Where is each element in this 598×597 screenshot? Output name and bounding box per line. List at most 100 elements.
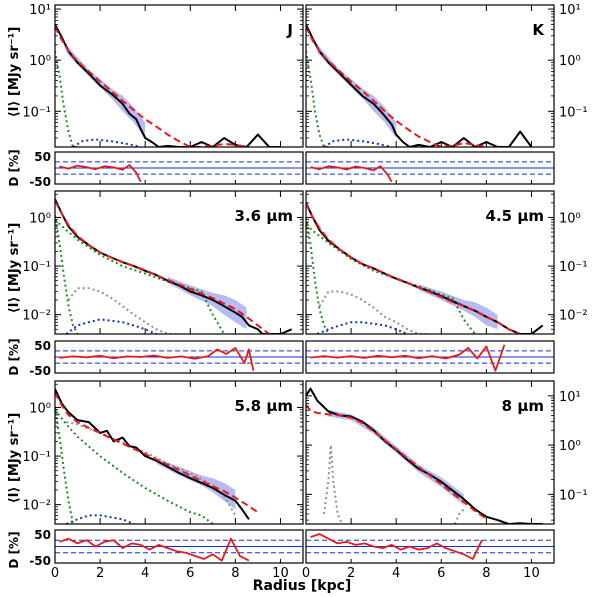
uncertainty-band <box>328 409 464 506</box>
panel-grid: 10⁻¹ 10⁰ 10¹ J 50 -50 10⁻¹ 10⁰ 10¹ K 10⁻² 10⁻¹ 10⁰ 3.… <box>22 3 587 581</box>
y-tick-label: 10⁰ <box>29 211 51 226</box>
residual-frame <box>305 151 555 185</box>
panel-5.8um: 10⁻² 10⁻¹ 10⁰ 5.8 μm 50 -500 2 4 6 8 10 <box>22 380 304 581</box>
panel-4.5um: 10⁻² 10⁻¹ 10⁰ 4.5 μm <box>305 190 588 374</box>
residual-frame <box>54 340 304 374</box>
residual-area <box>55 537 303 562</box>
y-tick-label: 10⁰ <box>559 211 581 226</box>
x-tick-label: 10 <box>272 566 289 581</box>
series-line-disk-inner <box>72 138 141 147</box>
panel-8um: 10⁻¹ 10⁰ 10¹ 8 μm 0 2 4 6 8 10 <box>302 380 588 581</box>
series-line-model-total <box>306 404 487 520</box>
series-line-extra <box>66 421 237 516</box>
y-tick-label: 10⁻¹ <box>22 450 51 465</box>
series-line-model-total <box>306 26 487 147</box>
panel-frame <box>305 190 555 335</box>
panel-3.6um: 10⁻² 10⁻¹ 10⁰ 3.6 μm 50 -50 <box>22 190 304 378</box>
series-line-extra <box>67 287 179 334</box>
series-line-bulge <box>55 51 78 147</box>
y-tick-label: 10⁰ <box>29 54 51 69</box>
x-tick-label: 4 <box>392 566 400 581</box>
residual-tick-label: 50 <box>34 339 51 353</box>
x-tick-label: 10 <box>523 566 540 581</box>
series-line-observed <box>55 23 281 147</box>
panel-K: 10⁻¹ 10⁰ 10¹ K <box>305 3 588 185</box>
x-tick-label: 0 <box>51 566 59 581</box>
residual-label-row-1: D [%] <box>7 149 21 186</box>
series-line-bulge <box>306 51 329 147</box>
y-tick-label: 10⁻¹ <box>22 260 51 275</box>
residual-label-row-3: D [%] <box>7 531 21 568</box>
plot-area <box>55 198 293 334</box>
plot-area <box>55 388 259 524</box>
series-line-observed <box>306 23 533 147</box>
x-tick-label: 8 <box>482 566 490 581</box>
y-axis-label-row-3: ⟨I⟩ [MJy sr⁻¹] <box>7 413 22 504</box>
y-tick-label: 10⁻² <box>559 309 588 324</box>
y-axis-label-row-1: ⟨I⟩ [MJy sr⁻¹] <box>7 27 22 118</box>
residual-line <box>59 346 255 371</box>
y-tick-label: 10¹ <box>29 3 51 18</box>
residual-tick-label: 50 <box>34 150 51 164</box>
residual-area <box>306 533 554 560</box>
series-line-extra <box>323 444 344 524</box>
y-axis-label-row-2: ⟨I⟩ [MJy sr⁻¹] <box>7 223 22 314</box>
x-tick-label: 2 <box>347 566 355 581</box>
plot-area <box>306 387 543 524</box>
residual-tick-label: -50 <box>29 175 51 189</box>
y-tick-label: 10⁰ <box>559 439 581 454</box>
residual-line <box>59 164 142 183</box>
series-line-bulge <box>55 215 79 334</box>
series-line-model-total <box>55 200 270 334</box>
y-tick-label: 10⁻¹ <box>559 105 588 120</box>
series-line-model-total <box>55 26 247 147</box>
residual-frame <box>305 529 555 564</box>
series-line-model-total <box>306 203 521 334</box>
series-line-model-total-disk <box>55 409 214 524</box>
x-tick-label: 2 <box>96 566 104 581</box>
y-tick-label: 10⁰ <box>559 54 581 69</box>
x-tick-label: 8 <box>231 566 239 581</box>
residual-area <box>55 161 303 183</box>
series-line-disk-inner <box>323 138 392 147</box>
residual-tick-label: -50 <box>29 554 51 568</box>
y-tick-label: 10⁻¹ <box>22 105 51 120</box>
y-tick-label: 10⁻² <box>22 499 51 514</box>
residual-line <box>59 537 250 562</box>
band-label: J <box>286 21 293 39</box>
residual-tick-label: 50 <box>34 528 51 542</box>
x-tick-label: 6 <box>437 566 445 581</box>
series-line-disk-inner <box>316 321 408 334</box>
plot-area <box>306 23 533 147</box>
residual-frame <box>305 340 555 374</box>
x-tick-label: 4 <box>141 566 149 581</box>
residual-area <box>55 346 303 371</box>
series-line-model-total-disk <box>55 218 225 334</box>
residual-area <box>306 161 554 183</box>
y-tick-label: 10⁰ <box>29 401 51 416</box>
y-tick-label: 10⁻¹ <box>559 260 588 275</box>
band-label: K <box>532 21 545 39</box>
residual-tick-label: -50 <box>29 364 51 378</box>
plot-area <box>306 202 544 334</box>
residual-frame <box>54 151 304 185</box>
series-line-disk-inner <box>65 514 135 524</box>
panel-frame <box>54 190 304 335</box>
y-tick-label: 10¹ <box>559 390 581 405</box>
panel-frame <box>54 380 304 525</box>
y-tick-label: 10¹ <box>559 3 581 18</box>
series-line-extra <box>318 290 430 334</box>
y-tick-label: 10⁻¹ <box>559 488 588 503</box>
series-line-bulge <box>306 217 330 334</box>
panel-J: 10⁻¹ 10⁰ 10¹ J 50 -50 <box>22 3 304 189</box>
plot-area <box>55 23 281 147</box>
residual-line <box>310 344 506 372</box>
band-label: 5.8 μm <box>235 397 293 415</box>
residual-label-row-2: D [%] <box>7 338 21 375</box>
panel-frame <box>54 4 304 148</box>
series-line-model-total <box>55 392 259 514</box>
residual-line <box>310 165 393 183</box>
y-tick-label: 10⁻² <box>22 309 51 324</box>
band-label: 8 μm <box>502 397 544 415</box>
